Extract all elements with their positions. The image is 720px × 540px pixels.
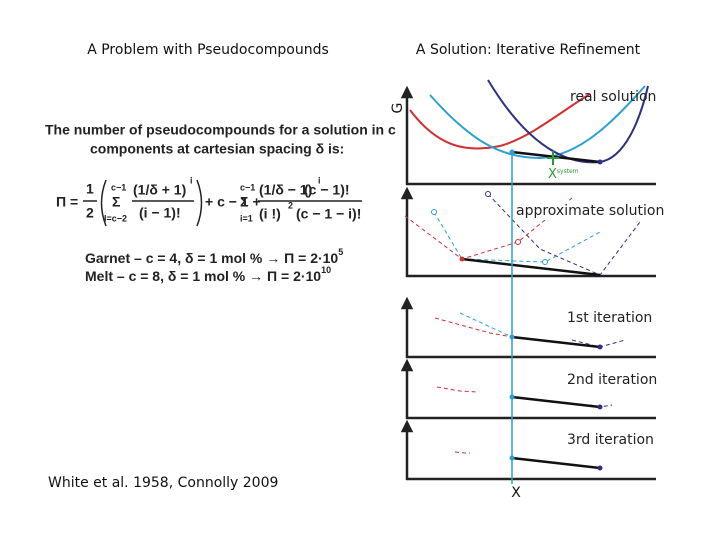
formula-part: c−1 bbox=[240, 182, 255, 192]
formula-part: l=c−2 bbox=[104, 213, 127, 223]
point bbox=[515, 239, 521, 245]
formula-part: 2 bbox=[86, 205, 94, 221]
formula-part: (i !) bbox=[259, 206, 281, 222]
point bbox=[597, 159, 603, 165]
paren bbox=[100, 179, 107, 227]
system-x: X bbox=[548, 167, 557, 182]
example-text: Garnet – c = 4, δ = 1 mol % → Π = 2·10 bbox=[85, 250, 338, 266]
dashed-curve bbox=[433, 211, 601, 263]
panel-label: 1st iteration bbox=[567, 310, 652, 326]
curve bbox=[409, 93, 591, 150]
dashed-curve bbox=[454, 451, 470, 454]
formula-part: Π = bbox=[56, 194, 78, 210]
point bbox=[459, 256, 465, 262]
intro-line: components at cartesian spacing δ is: bbox=[90, 141, 344, 157]
panel-label: approximate solution bbox=[516, 203, 664, 219]
paren bbox=[196, 179, 203, 227]
formula-part: (c − 1)! bbox=[304, 182, 350, 198]
example-text: Melt – c = 8, δ = 1 mol % → Π = 2·10 bbox=[85, 268, 321, 284]
dashed-curve bbox=[434, 317, 513, 338]
formula-part: c−1 bbox=[111, 182, 126, 192]
formula-part: Σ bbox=[240, 194, 248, 210]
formula-part: 2 bbox=[288, 200, 293, 210]
panel-axes bbox=[400, 85, 656, 481]
tangent bbox=[511, 395, 601, 409]
formula-part: (1/δ + 1) bbox=[133, 182, 186, 198]
formula-part: Σ bbox=[112, 194, 120, 210]
point bbox=[485, 191, 491, 197]
panel-label: 2nd iteration bbox=[567, 372, 657, 388]
example-line: Melt – c = 8, δ = 1 mol % → Π = 2·1010 bbox=[85, 265, 331, 283]
formula-part: 1 bbox=[86, 181, 94, 197]
point bbox=[431, 209, 437, 215]
dashed-curve bbox=[436, 386, 479, 393]
system-label: Xsystem bbox=[548, 167, 579, 182]
formula-part: (1/δ − 1) bbox=[259, 182, 312, 198]
panel-label: real solution bbox=[570, 89, 656, 105]
system-sub: system bbox=[557, 168, 579, 175]
curve bbox=[429, 85, 646, 160]
formula-part: i=1 bbox=[240, 213, 253, 223]
example-line: Garnet – c = 4, δ = 1 mol % → Π = 2·105 bbox=[85, 247, 343, 265]
dashed-curve bbox=[487, 193, 641, 276]
formula: Π = 1 2 c−1 Σ l=c−2 (1/δ + 1) i (i − 1)!… bbox=[56, 175, 362, 227]
formula-part: (i − 1)! bbox=[139, 205, 181, 221]
left-title: A Problem with Pseudocompounds bbox=[87, 42, 329, 58]
example-exponent: 5 bbox=[338, 247, 343, 257]
tangent bbox=[511, 335, 601, 349]
intro-line: The number of pseudocompounds for a solu… bbox=[45, 122, 396, 138]
formula-part: + c − 1 + bbox=[205, 194, 261, 210]
g-axis-label: G bbox=[390, 103, 406, 114]
system-marker bbox=[547, 151, 559, 165]
x-axis-label: X bbox=[511, 485, 521, 501]
example-exponent: 10 bbox=[321, 265, 331, 275]
citation: White et al. 1958, Connolly 2009 bbox=[48, 475, 278, 491]
tangent bbox=[511, 456, 601, 470]
formula-part: i bbox=[318, 175, 321, 185]
tangent bbox=[461, 257, 601, 277]
point bbox=[597, 404, 603, 410]
right-title: A Solution: Iterative Refinement bbox=[416, 42, 641, 58]
point bbox=[597, 344, 603, 350]
label-background bbox=[513, 202, 655, 220]
panel-label: 3rd iteration bbox=[567, 432, 654, 448]
formula-part: (c − 1 − i)! bbox=[296, 206, 361, 222]
dashed-curve bbox=[459, 312, 513, 338]
formula-part: i bbox=[190, 175, 193, 185]
point bbox=[597, 465, 603, 471]
point bbox=[542, 259, 548, 265]
